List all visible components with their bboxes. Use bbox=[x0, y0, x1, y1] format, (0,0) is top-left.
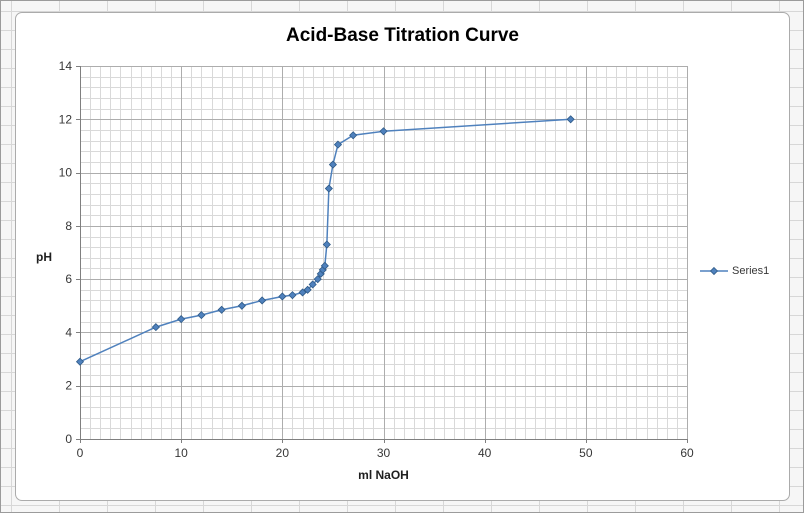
legend[interactable]: Series1 bbox=[700, 265, 769, 277]
minor-gridlines bbox=[80, 66, 687, 439]
svg-text:0: 0 bbox=[65, 432, 72, 446]
svg-text:30: 30 bbox=[377, 446, 391, 460]
svg-text:10: 10 bbox=[59, 166, 73, 180]
svg-text:20: 20 bbox=[276, 446, 290, 460]
data-point-marker bbox=[328, 160, 337, 169]
data-point-marker bbox=[177, 315, 186, 324]
data-point-marker bbox=[322, 240, 331, 249]
chart-object[interactable]: Acid-Base Titration Curve 0 10 20 30 40 50 60 0… bbox=[15, 12, 790, 501]
data-point-marker bbox=[298, 288, 307, 297]
data-point-marker bbox=[313, 275, 322, 284]
x-axis-title: ml NaOH bbox=[358, 468, 409, 482]
data-point-marker bbox=[303, 285, 312, 294]
svg-text:8: 8 bbox=[65, 219, 72, 233]
data-point-marker bbox=[379, 127, 388, 136]
svg-text:10: 10 bbox=[174, 446, 188, 460]
svg-text:12: 12 bbox=[59, 112, 73, 126]
svg-text:50: 50 bbox=[579, 446, 593, 460]
svg-text:6: 6 bbox=[65, 272, 72, 286]
data-point-marker bbox=[197, 311, 206, 320]
svg-text:4: 4 bbox=[65, 325, 72, 339]
legend-series-label: Series1 bbox=[732, 265, 770, 277]
data-point-marker bbox=[566, 115, 575, 124]
svg-text:14: 14 bbox=[59, 59, 73, 73]
data-point-marker bbox=[278, 292, 287, 301]
tick-labels: 0 10 20 30 40 50 60 0 2 4 6 8 10 12 14 bbox=[59, 59, 694, 460]
data-point-marker bbox=[333, 140, 343, 149]
svg-text:0: 0 bbox=[77, 446, 84, 460]
data-point-marker bbox=[75, 357, 85, 366]
svg-text:2: 2 bbox=[65, 379, 72, 393]
plot-area: 0 10 20 30 40 50 60 0 2 4 6 8 10 12 14 bbox=[59, 59, 694, 460]
data-point-marker bbox=[151, 323, 160, 332]
data-point-marker bbox=[324, 184, 333, 193]
data-point-marker bbox=[349, 131, 358, 140]
y-axis-title: pH bbox=[36, 250, 52, 264]
data-series bbox=[75, 115, 575, 366]
data-point-marker bbox=[237, 301, 246, 310]
legend-series-marker-icon bbox=[700, 266, 728, 276]
chart-title: Acid-Base Titration Curve bbox=[286, 25, 519, 46]
svg-text:40: 40 bbox=[478, 446, 492, 460]
data-point-marker bbox=[288, 291, 297, 300]
axes bbox=[76, 66, 688, 443]
data-point-marker bbox=[217, 305, 226, 314]
data-point-marker bbox=[320, 261, 329, 270]
svg-text:60: 60 bbox=[680, 446, 694, 460]
data-point-marker bbox=[308, 280, 317, 289]
data-point-marker bbox=[258, 296, 267, 305]
